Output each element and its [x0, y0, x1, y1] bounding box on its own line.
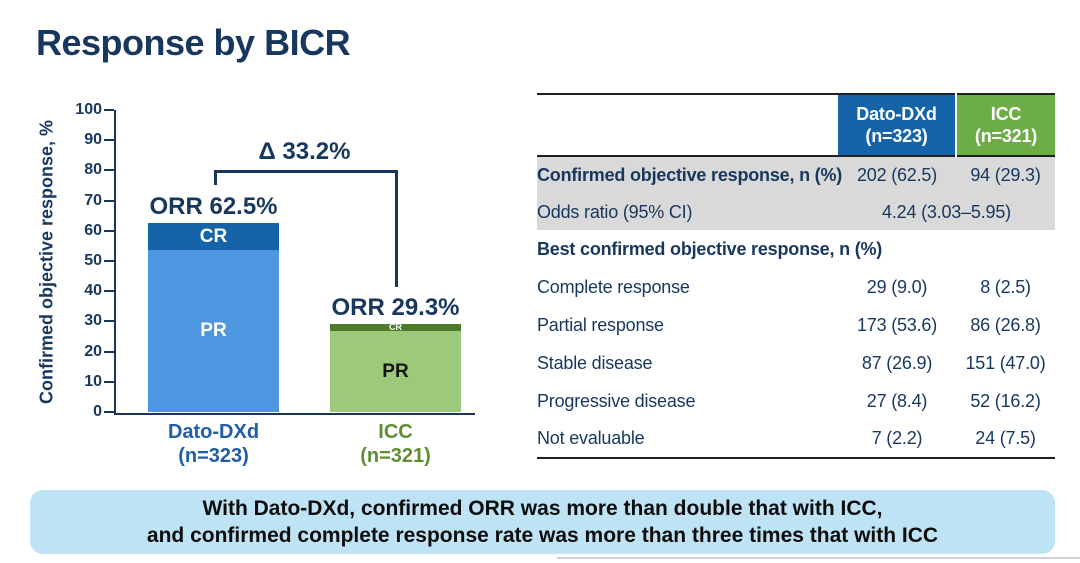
group-n: (n=321)	[360, 445, 431, 467]
delta-bracket-top	[213, 170, 398, 173]
bar-segment-pr-icc: PR	[330, 331, 461, 412]
y-axis-tick-label: 80	[84, 161, 102, 179]
column-header-dato-dxd: Dato-DXd (n=323)	[838, 94, 956, 156]
bar-segment-cr-icc: CR	[330, 321, 461, 332]
segment-label: PR	[382, 360, 409, 382]
group-name: Dato-DXd	[167, 421, 260, 443]
bar-group-label-icc: ICC (n=321)	[306, 420, 486, 468]
y-axis-tick-mark	[104, 350, 114, 353]
row-value-dato: 173 (53.6)	[856, 314, 938, 335]
summary-banner: With Dato-DXd, confirmed ORR was more th…	[30, 490, 1055, 554]
segment-label: CR	[199, 225, 228, 247]
delta-bracket-left-leg	[213, 170, 217, 185]
table-row: Stable disease 87 (26.9) 151 (47.0)	[537, 344, 1055, 382]
segment-label: CR	[389, 321, 402, 332]
summary-line-2: and confirmed complete response rate was…	[146, 524, 939, 547]
y-axis-tick-mark	[104, 380, 114, 383]
results-table: Dato-DXd (n=323) ICC (n=321) Confirmed o…	[537, 93, 1055, 459]
column-header-empty	[537, 94, 838, 156]
y-axis-title: Confirmed objective response, %	[36, 119, 57, 405]
group-n: (n=323)	[178, 445, 249, 467]
table-header-row: Dato-DXd (n=323) ICC (n=321)	[537, 94, 1055, 156]
row-value-dato: 29 (9.0)	[866, 276, 928, 297]
y-axis-tick-mark	[104, 411, 114, 413]
row-label: Odds ratio (95% CI)	[537, 201, 693, 222]
bar-orr-annotation: ORR 29.3%	[331, 293, 460, 321]
row-value-combined: 4.24 (3.03–5.95)	[882, 201, 1011, 222]
y-axis-tick-label: 20	[84, 342, 102, 360]
y-axis-tick-label: 50	[84, 252, 102, 269]
row-value-icc: 94 (29.3)	[970, 165, 1041, 185]
y-axis-tick-mark	[104, 290, 114, 293]
row-value-dato: 202 (62.5)	[856, 165, 938, 185]
delta-bracket-right-leg	[394, 170, 398, 287]
row-value-dato: 87 (26.9)	[861, 352, 933, 373]
page-title: Response by BICR	[36, 22, 351, 63]
row-value-icc: 52 (16.2)	[970, 390, 1041, 411]
bar-orr-annotation: ORR 62.5%	[149, 192, 278, 220]
table-row: Complete response 29 (9.0) 8 (2.5)	[537, 268, 1055, 306]
row-value-dato: 27 (8.4)	[866, 390, 928, 411]
bar-segment-pr-dato-dxd: PR	[148, 250, 279, 412]
table-row: Progressive disease 27 (8.4) 52 (16.2)	[537, 382, 1055, 420]
y-axis-tick-label: 70	[84, 191, 102, 209]
y-axis-tick-mark	[104, 139, 114, 142]
row-value-icc: 8 (2.5)	[980, 276, 1031, 297]
y-axis-tick-mark	[104, 229, 114, 232]
row-label: Partial response	[537, 314, 664, 335]
row-label: Progressive disease	[537, 390, 696, 411]
segment-label: PR	[200, 320, 227, 342]
summary-line-1: With Dato-DXd, confirmed ORR was more th…	[202, 497, 883, 520]
table-row: Odds ratio (95% CI) 4.24 (3.03–5.95)	[537, 194, 1055, 230]
y-axis-tick-label: 90	[84, 131, 102, 149]
column-header-icc-name: ICC	[990, 104, 1022, 124]
column-header-icc: ICC (n=321)	[955, 94, 1055, 156]
y-axis-tick-label: 40	[84, 282, 102, 300]
y-axis-tick-label: 0	[93, 403, 102, 420]
table-row: Not evaluable 7 (2.2) 24 (7.5)	[537, 420, 1055, 458]
section-label: Best confirmed objective response, n (%)	[537, 238, 883, 259]
bottom-divider	[557, 557, 1080, 559]
y-axis-tick-mark	[104, 260, 114, 262]
row-value-icc: 24 (7.5)	[975, 428, 1036, 448]
row-label: Not evaluable	[537, 428, 645, 448]
row-label: Complete response	[537, 276, 690, 297]
y-axis-tick-label: 10	[84, 372, 102, 390]
y-axis-line	[114, 110, 116, 415]
y-axis-tick-label: 100	[75, 101, 102, 118]
column-header-icc-n: (n=321)	[974, 126, 1038, 146]
table-row: Partial response 173 (53.6) 86 (26.8)	[537, 306, 1055, 344]
row-value-icc: 86 (26.8)	[970, 314, 1041, 335]
row-label: Stable disease	[537, 352, 653, 373]
bar-group-label-dato-dxd: Dato-DXd (n=323)	[124, 420, 304, 468]
delta-annotation: Δ 33.2%	[258, 138, 351, 165]
results-table-wrap: Dato-DXd (n=323) ICC (n=321) Confirmed o…	[537, 93, 1055, 459]
y-axis-tick-label: 60	[84, 221, 102, 239]
x-axis-line	[114, 413, 475, 415]
row-value-dato: 7 (2.2)	[871, 428, 923, 448]
y-axis-tick-mark	[104, 109, 114, 111]
row-label: Confirmed objective response, n (%)	[537, 165, 843, 185]
column-header-dato-name: Dato-DXd	[856, 104, 937, 124]
y-axis-tick-mark	[104, 320, 114, 323]
table-row: Confirmed objective response, n (%) 202 …	[537, 156, 1055, 194]
column-header-dato-n: (n=323)	[865, 126, 928, 146]
y-axis-tick-mark	[104, 169, 114, 172]
y-axis-tick-label: 30	[84, 312, 102, 330]
y-axis-tick-mark	[104, 199, 114, 202]
group-name: ICC	[378, 421, 413, 443]
table-section-row: Best confirmed objective response, n (%)	[537, 230, 1055, 268]
bar-segment-cr-dato-dxd: CR	[148, 222, 279, 251]
row-value-icc: 151 (47.0)	[965, 352, 1046, 373]
